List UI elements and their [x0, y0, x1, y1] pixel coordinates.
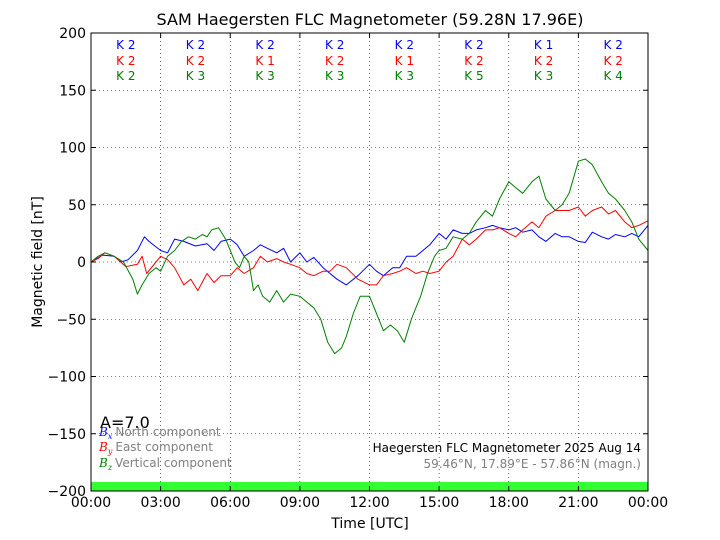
legend-north-label: North component: [115, 425, 221, 439]
x-tick-label: 00:00: [71, 495, 111, 511]
legend-east: By East component: [98, 440, 213, 456]
k-index-north: K 2: [186, 38, 205, 52]
y-tick-label: −100: [48, 370, 86, 386]
y-tick-label: 150: [59, 83, 86, 99]
k-index-vertical: K 4: [604, 69, 623, 83]
legend-north: Bx North component: [98, 425, 221, 441]
k-index-east: K 2: [534, 54, 553, 68]
legend: Bx North component By East component Bz Ver…: [98, 425, 232, 472]
k-index-vertical: K 3: [255, 69, 274, 83]
k-index-vertical: K 2: [116, 69, 135, 83]
k-index-east: K 2: [604, 54, 623, 68]
legend-east-label: East component: [115, 440, 213, 454]
info-coords: 59.46°N, 17.89°E - 57.86°N (magn.): [424, 457, 641, 471]
k-index-vertical: K 3: [534, 69, 553, 83]
y-tick-label: −50: [56, 312, 86, 328]
series-line-north: [90, 224, 649, 286]
chart-title: SAM Haegersten FLC Magnetometer (59.28N …: [157, 10, 584, 29]
x-tick-label: 15:00: [419, 495, 459, 511]
series-line-vertical: [90, 158, 649, 355]
legend-east-sub: y: [107, 447, 113, 456]
k-index-north: K 2: [255, 38, 274, 52]
grid: [91, 33, 648, 491]
legend-east-symbol: B: [98, 440, 108, 454]
legend-vertical: Bz Vertical component: [98, 456, 232, 472]
k-index-vertical: K 3: [395, 69, 414, 83]
x-tick-label: 03:00: [140, 495, 180, 511]
y-tick-label: 100: [59, 141, 86, 157]
info-title: Haegersten FLC Magnetometer 2025 Aug 14: [373, 441, 641, 455]
y-axis-label: Magnetic field [nT]: [30, 196, 46, 328]
y-tick-label: 50: [68, 198, 86, 214]
legend-vertical-symbol: B: [98, 456, 108, 470]
k-index-north: K 2: [116, 38, 135, 52]
k-index-north: K 2: [604, 38, 623, 52]
k-index-vertical: K 5: [464, 69, 483, 83]
k-index-north: K 2: [464, 38, 483, 52]
x-tick-label: 18:00: [489, 495, 529, 511]
k-index-east: K 2: [464, 54, 483, 68]
k-index-east: K 1: [395, 54, 414, 68]
x-axis-ticks: 00:00 03:00 06:00 09:00 12:00 15:00 18:00 21:00…: [71, 33, 668, 511]
y-tick-label: 200: [59, 26, 86, 42]
legend-north-symbol: B: [98, 425, 108, 439]
x-tick-label: 09:00: [280, 495, 320, 511]
k-index-east: K 2: [186, 54, 205, 68]
k-index-east: K 2: [116, 54, 135, 68]
k-index-north: K 2: [395, 38, 414, 52]
x-tick-label: 12:00: [349, 495, 389, 511]
legend-vertical-sub: z: [107, 463, 113, 472]
y-axis-ticks: 200 150 100 50 0 −50 −100 −150 −200: [48, 26, 648, 500]
k-index-east: K 1: [255, 54, 274, 68]
k-index-north: K 2: [325, 38, 344, 52]
legend-vertical-label: Vertical component: [115, 456, 232, 470]
a-index: A=7.0: [100, 413, 150, 432]
k-index-vertical: K 3: [325, 69, 344, 83]
x-tick-label: 06:00: [210, 495, 250, 511]
x-tick-label: 00:00: [628, 495, 668, 511]
k-index-vertical: K 3: [186, 69, 205, 83]
legend-north-sub: x: [108, 432, 113, 441]
series-layer: [90, 158, 649, 355]
x-axis-label: Time [UTC]: [330, 516, 408, 532]
k-index-north: K 1: [534, 38, 553, 52]
y-tick-label: −200: [48, 484, 86, 500]
y-tick-label: 0: [77, 255, 86, 271]
series-line-east: [90, 206, 649, 292]
k-index-east: K 2: [325, 54, 344, 68]
x-tick-label: 21:00: [558, 495, 598, 511]
y-tick-label: −150: [48, 427, 86, 443]
